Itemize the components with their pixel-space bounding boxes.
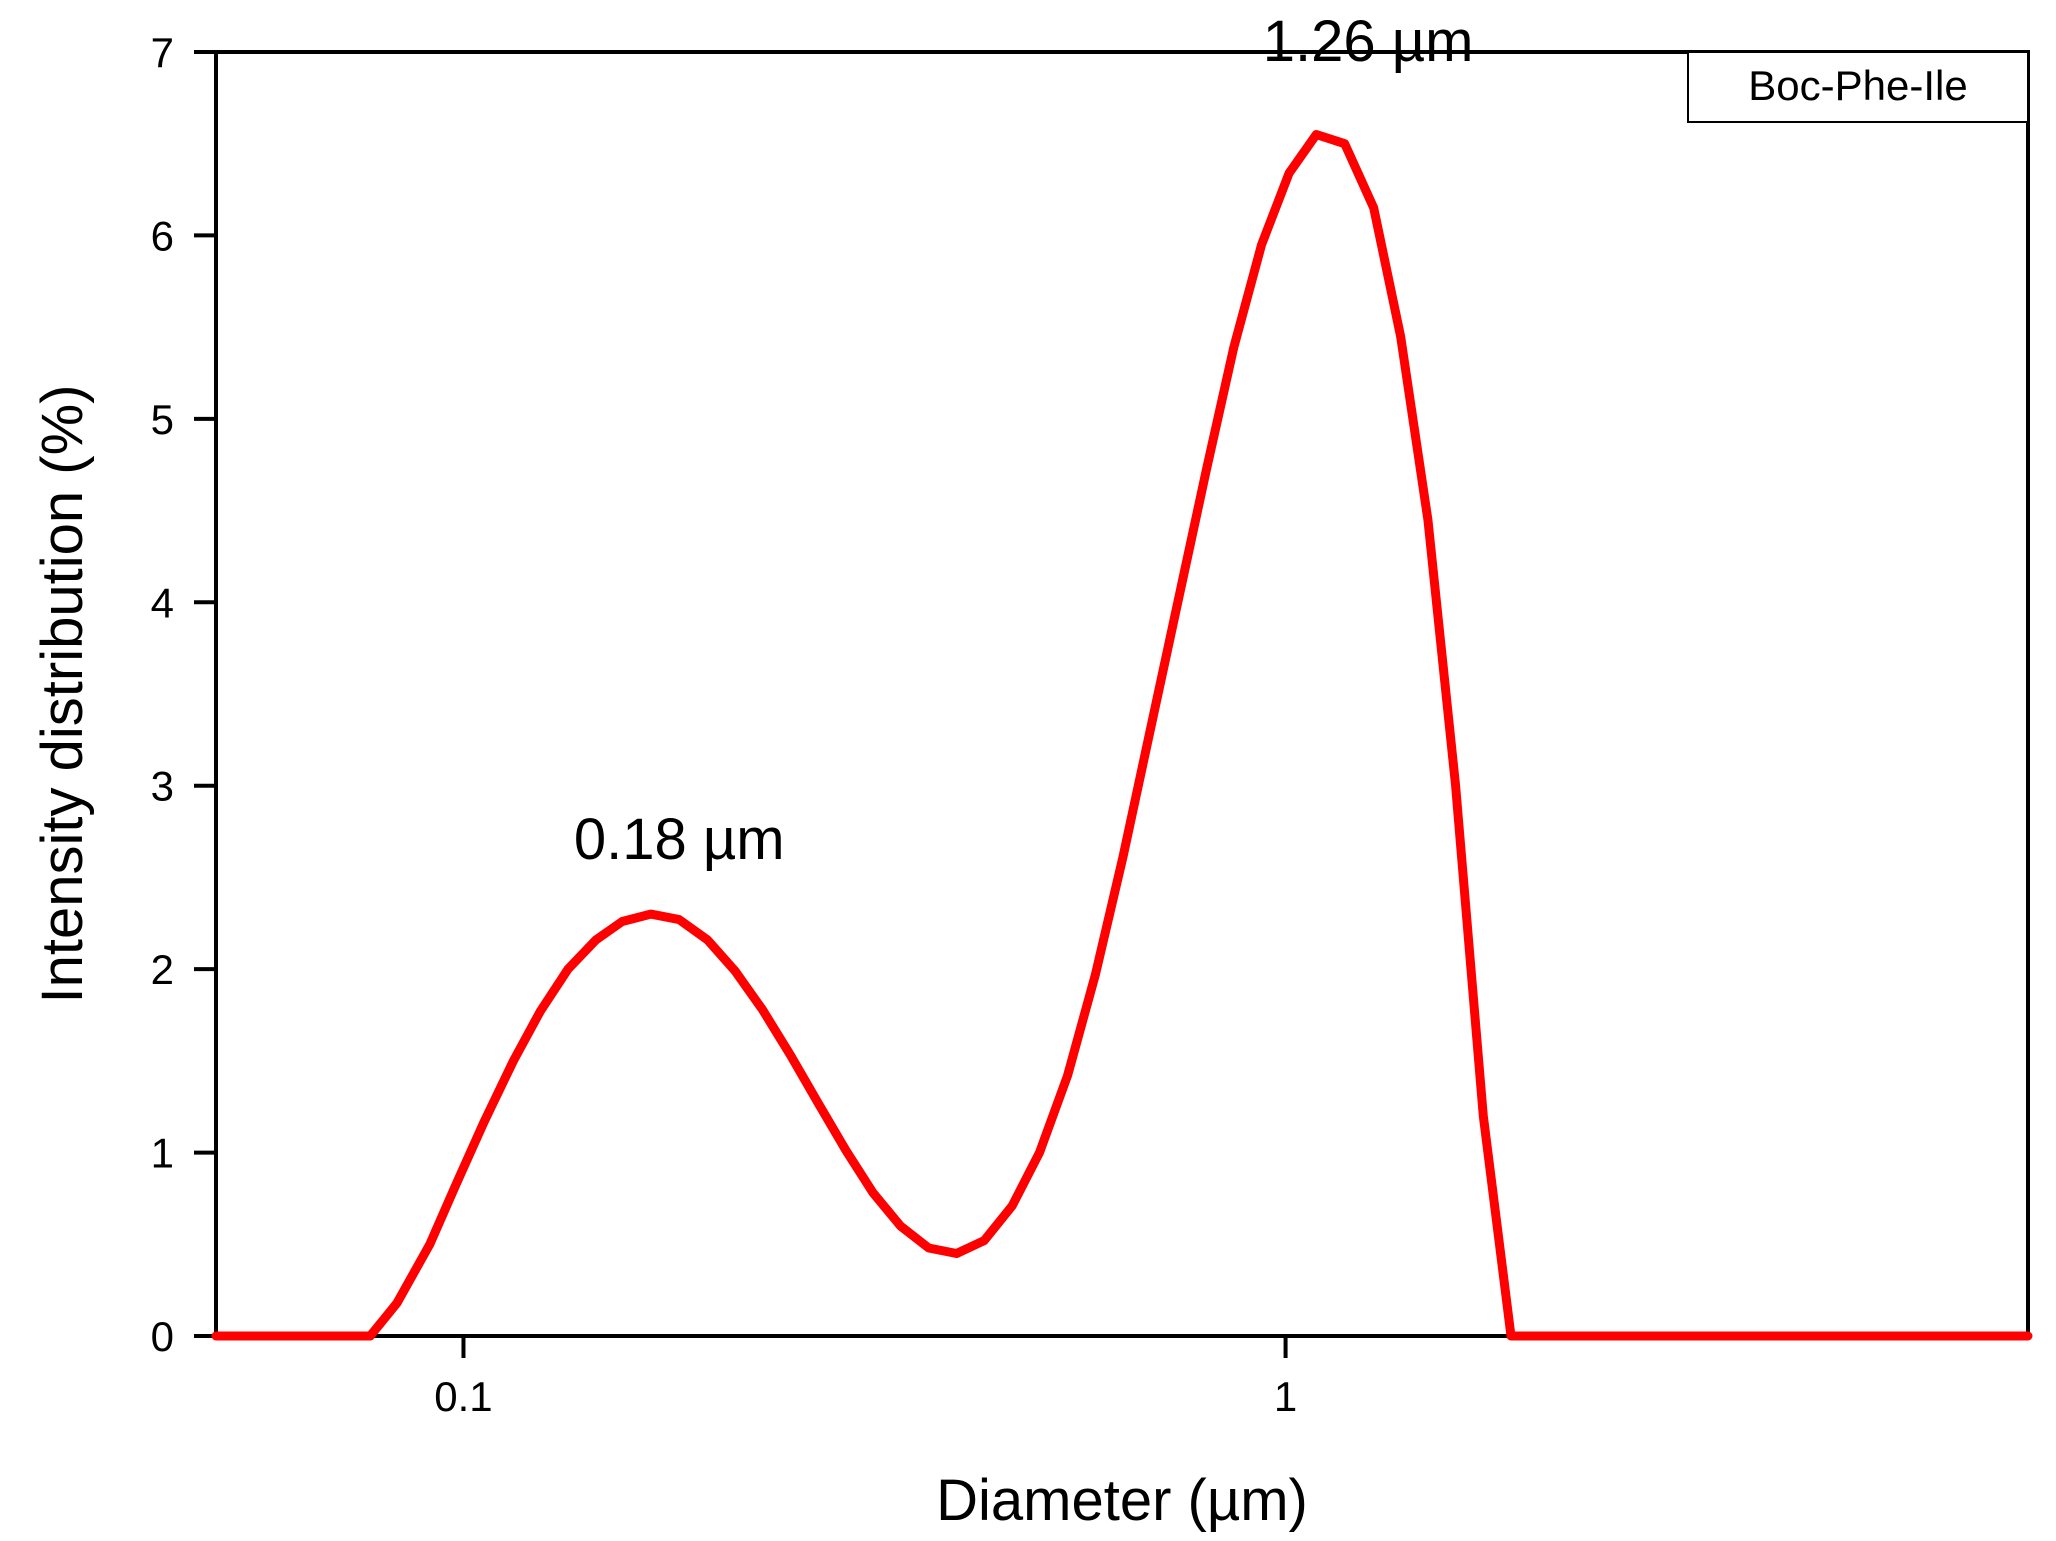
x-tick-label: 0.1 — [434, 1373, 492, 1420]
x-axis-ticks: 0.1 1 — [434, 1336, 1297, 1420]
y-tick-label: 2 — [151, 946, 174, 993]
y-tick-label: 1 — [151, 1130, 174, 1177]
y-tick-label: 7 — [151, 29, 174, 76]
y-tick-label: 3 — [151, 763, 174, 810]
y-tick-label: 0 — [151, 1313, 174, 1360]
plot-frame — [214, 50, 2030, 1338]
legend-label: Boc-Phe-Ile — [1748, 62, 1967, 109]
y-axis-ticks: 0 1 2 3 4 5 6 7 — [151, 29, 216, 1360]
y-tick-label: 4 — [151, 579, 174, 626]
legend-box — [1687, 51, 2029, 123]
y-axis-title: Intensity distribution (%) — [30, 385, 95, 1004]
peak-annotations: 0.18 µm 1.26 µm — [574, 9, 1474, 872]
legend: Boc-Phe-Ile — [1687, 51, 2029, 123]
x-tick-label: 1 — [1274, 1373, 1297, 1420]
peak-label: 0.18 µm — [574, 807, 785, 872]
series-line — [211, 130, 2033, 1341]
peak-label: 1.26 µm — [1263, 9, 1474, 74]
x-axis-title: Diameter (µm) — [936, 1468, 1308, 1533]
y-tick-label: 6 — [151, 212, 174, 259]
y-tick-label: 5 — [151, 396, 174, 443]
